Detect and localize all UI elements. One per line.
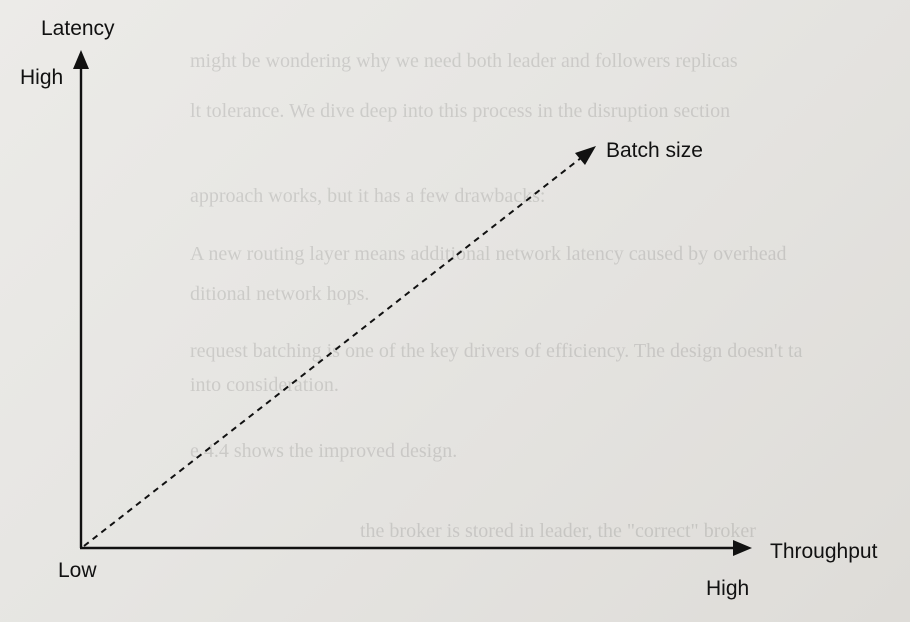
x-axis-arrowhead [733, 540, 752, 556]
y-axis-title: Latency [41, 17, 115, 40]
y-axis-arrowhead [73, 50, 89, 69]
trend-line-label: Batch size [606, 139, 703, 162]
x-axis-title: Throughput [770, 540, 878, 563]
x-axis [80, 540, 752, 556]
trend-line [83, 146, 596, 547]
origin-low-label: Low [58, 559, 97, 582]
trend-line-dashed [83, 153, 587, 547]
y-axis [73, 50, 89, 548]
trend-line-arrowhead [575, 146, 596, 165]
x-axis-high-label: High [706, 577, 750, 600]
y-axis-high-label: High [20, 66, 64, 89]
